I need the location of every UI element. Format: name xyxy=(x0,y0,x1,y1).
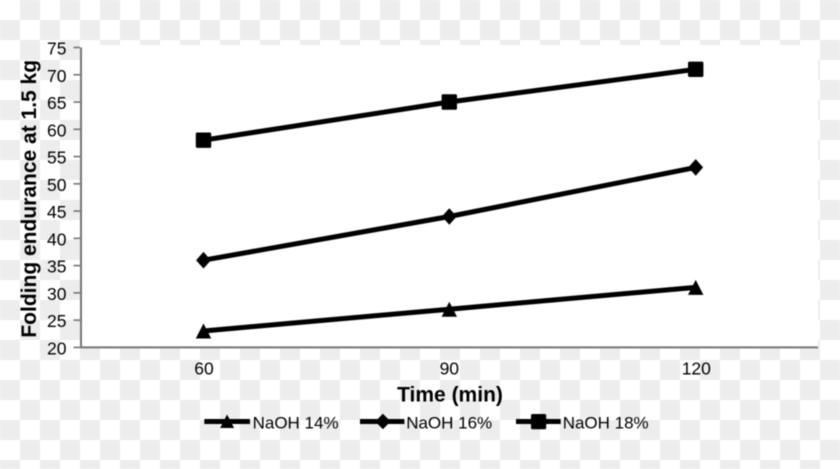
svg-text:NaOH 16%: NaOH 16% xyxy=(406,413,492,432)
svg-text:25: 25 xyxy=(47,311,66,331)
svg-text:NaOH 14%: NaOH 14% xyxy=(253,413,339,432)
svg-text:75: 75 xyxy=(47,39,66,59)
svg-text:65: 65 xyxy=(47,93,66,113)
svg-text:55: 55 xyxy=(47,148,66,168)
svg-text:20: 20 xyxy=(47,339,67,359)
svg-text:90: 90 xyxy=(440,358,460,378)
svg-text:NaOH 18%: NaOH 18% xyxy=(563,413,649,432)
svg-text:35: 35 xyxy=(47,257,66,277)
svg-text:120: 120 xyxy=(682,358,711,378)
svg-text:70: 70 xyxy=(47,66,67,86)
svg-text:30: 30 xyxy=(47,284,67,304)
svg-text:40: 40 xyxy=(47,230,67,250)
svg-text:60: 60 xyxy=(194,358,214,378)
svg-text:Time (min): Time (min) xyxy=(397,384,503,407)
svg-text:50: 50 xyxy=(47,175,67,195)
svg-text:60: 60 xyxy=(47,120,67,140)
svg-text:45: 45 xyxy=(47,202,66,222)
svg-text:Folding endurance at 1.5 kg: Folding endurance at 1.5 kg xyxy=(18,60,41,338)
